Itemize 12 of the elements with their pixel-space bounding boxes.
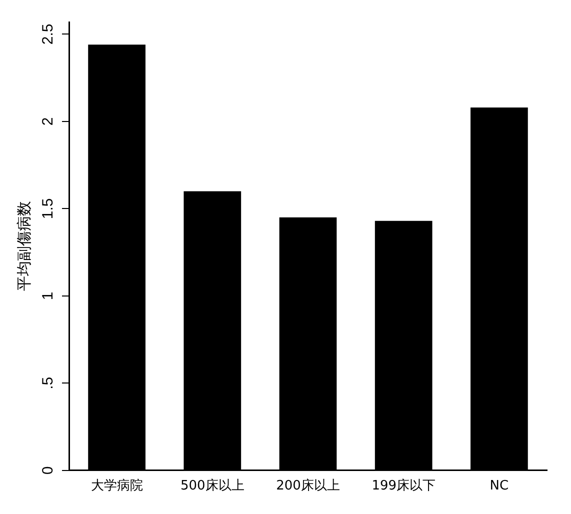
- y-tick-label: 1.5: [40, 198, 57, 220]
- y-tick-label: 1: [40, 292, 57, 300]
- y-tick-label: 2: [40, 117, 57, 126]
- x-tick-label: 200床以上: [276, 478, 340, 494]
- x-tick-label: NC: [490, 478, 509, 494]
- y-axis-title: 平均副傷病数: [14, 201, 33, 292]
- y-tick-label: .5: [40, 376, 57, 390]
- x-tick-label: 500床以上: [180, 478, 244, 494]
- y-tick-label: 0: [40, 466, 57, 475]
- x-tick-label: 大学病院: [90, 478, 143, 494]
- y-tick-label: 2.5: [40, 24, 57, 45]
- x-tick-label: 199床以下: [372, 478, 436, 494]
